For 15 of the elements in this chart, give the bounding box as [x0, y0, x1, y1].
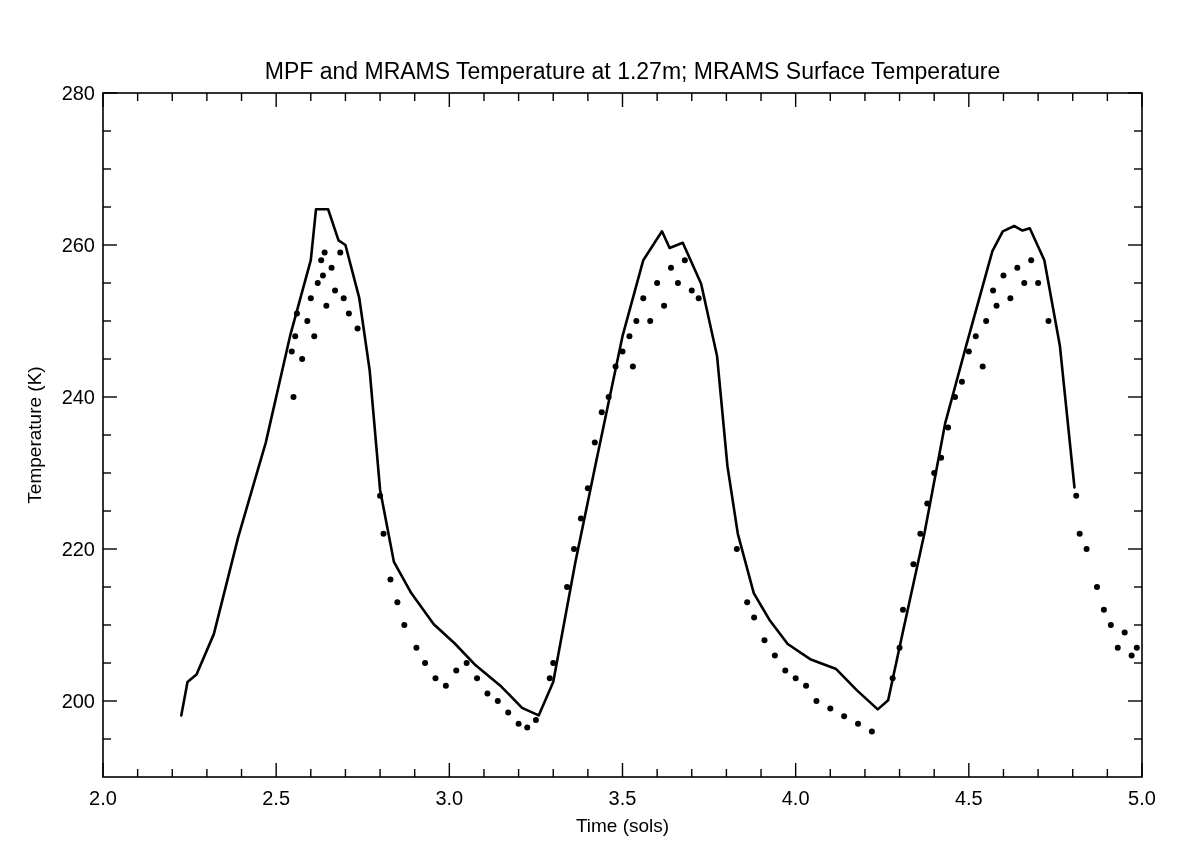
y-tick-label: 280 — [61, 82, 95, 104]
y-tick-label: 260 — [61, 234, 95, 256]
y-tick-label: 220 — [61, 538, 95, 560]
x-axis-title: Time (sols) — [575, 815, 670, 836]
chart-title: MPF and MRAMS Temperature at 1.27m; MRAMS Surface Temperature — [264, 58, 1001, 84]
x-tick-label: 4.5 — [954, 787, 983, 809]
x-tick-label: 3.0 — [435, 787, 464, 809]
x-tick-label: 2.5 — [262, 787, 291, 809]
y-tick-label: 200 — [61, 690, 95, 712]
x-tick-label: 5.0 — [1128, 787, 1156, 809]
x-tick-label: 2.0 — [89, 787, 117, 809]
y-axis-title: Temperature (K) — [24, 366, 45, 504]
x-tick-label: 4.0 — [781, 787, 810, 809]
x-tick-label: 3.5 — [608, 787, 637, 809]
y-tick-label: 240 — [61, 386, 95, 408]
